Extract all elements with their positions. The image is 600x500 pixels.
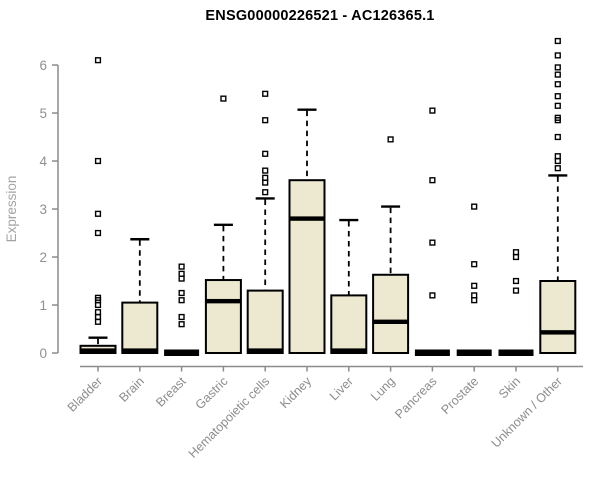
outlier-breast	[178, 275, 185, 282]
box-kidney	[288, 179, 326, 354]
outlier-lung	[387, 136, 394, 143]
x-tick-label-unknown-other: Unknown / Other	[489, 374, 565, 450]
outlier-unknown-other	[554, 93, 561, 100]
outlier-bladder	[94, 301, 102, 309]
outlier-pancreas	[429, 239, 436, 246]
x-tick-label-kidney: Kidney	[277, 374, 314, 411]
outlier-prostate	[471, 292, 478, 299]
outlier-breast	[178, 321, 185, 328]
x-tick-label-breast: Breast	[153, 374, 189, 410]
median-lung	[373, 319, 409, 324]
x-tick-label-bladder: Bladder	[65, 374, 105, 414]
outlier-unknown-other	[554, 153, 561, 160]
outlier-unknown-other	[554, 81, 561, 88]
box-skin	[498, 349, 534, 356]
x-tick-label-pancreas: Pancreas	[392, 374, 439, 421]
outlier-bladder	[94, 157, 102, 165]
outlier-bladder	[94, 57, 102, 64]
outlier-hematopoietic-cells	[262, 117, 269, 124]
x-tick-label-lung: Lung	[368, 374, 398, 404]
box-hematopoietic-cells	[246, 289, 284, 355]
outlier-prostate	[471, 297, 478, 304]
outlier-bladder	[94, 294, 102, 301]
outlier-unknown-other	[554, 52, 561, 59]
box-brain	[121, 301, 159, 355]
outlier-bladder	[94, 313, 102, 321]
y-tick-label-6: 6	[39, 58, 47, 73]
median-brain	[122, 348, 158, 353]
outlier-hematopoietic-cells	[262, 150, 269, 157]
box-unknown-other	[539, 280, 577, 354]
box-gastric	[204, 279, 242, 355]
outlier-breast	[178, 270, 185, 277]
box-breast	[164, 349, 200, 356]
outlier-skin	[512, 253, 520, 261]
outlier-breast	[178, 313, 185, 321]
outlier-bladder	[94, 309, 102, 316]
outlier-hematopoietic-cells	[262, 179, 269, 186]
outlier-pancreas	[429, 177, 436, 184]
y-axis-label: Expression	[4, 176, 19, 243]
outlier-breast	[178, 263, 185, 270]
x-tick-label-prostate: Prostate	[438, 374, 481, 417]
box-lung	[372, 273, 410, 355]
box-prostate	[456, 349, 492, 356]
outlier-prostate	[471, 203, 478, 210]
outlier-unknown-other	[554, 114, 561, 121]
outlier-unknown-other	[554, 157, 561, 165]
outlier-gastric	[220, 95, 227, 102]
outlier-skin	[512, 277, 520, 285]
box-pancreas	[414, 349, 450, 356]
median-bladder	[80, 348, 116, 353]
outlier-unknown-other	[554, 102, 561, 109]
outlier-bladder	[94, 318, 102, 325]
median-liver	[331, 348, 367, 353]
chart-title: ENSG00000226521 - AC126365.1	[205, 8, 435, 24]
median-kidney	[289, 216, 325, 221]
outlier-pancreas	[429, 292, 436, 299]
y-tick-label-0: 0	[39, 346, 47, 361]
outlier-pancreas	[429, 107, 436, 114]
outlier-unknown-other	[554, 64, 561, 71]
x-tick-label-liver: Liver	[327, 374, 356, 403]
outlier-unknown-other	[554, 37, 561, 45]
outlier-skin	[512, 287, 520, 294]
outlier-hematopoietic-cells	[262, 90, 269, 97]
outlier-bladder	[94, 210, 102, 217]
outlier-unknown-other	[554, 165, 561, 172]
outlier-unknown-other	[554, 71, 561, 78]
outlier-hematopoietic-cells	[262, 167, 269, 174]
outlier-breast	[178, 297, 185, 304]
x-tick-label-gastric: Gastric	[193, 374, 231, 412]
y-tick-label-1: 1	[39, 298, 47, 313]
outlier-hematopoietic-cells	[262, 174, 269, 181]
x-tick-label-brain: Brain	[116, 374, 147, 405]
y-tick-label-2: 2	[39, 250, 47, 265]
x-tick-label-hematopoietic-cells: Hematopoietic cells	[186, 374, 273, 461]
x-tick-label-skin: Skin	[496, 374, 523, 401]
outlier-bladder	[94, 229, 102, 237]
outlier-prostate	[471, 261, 478, 268]
median-unknown-other	[540, 330, 576, 335]
box-liver	[330, 294, 368, 354]
y-tick-label-4: 4	[39, 154, 47, 169]
outlier-unknown-other	[554, 133, 561, 141]
outlier-breast	[178, 289, 185, 297]
outlier-skin	[512, 249, 520, 256]
y-tick-label-3: 3	[39, 202, 47, 217]
outlier-prostate	[471, 282, 478, 289]
outlier-hematopoietic-cells	[262, 189, 269, 196]
median-gastric	[205, 298, 241, 304]
y-tick-label-5: 5	[39, 106, 47, 121]
median-hematopoietic-cells	[247, 348, 283, 353]
